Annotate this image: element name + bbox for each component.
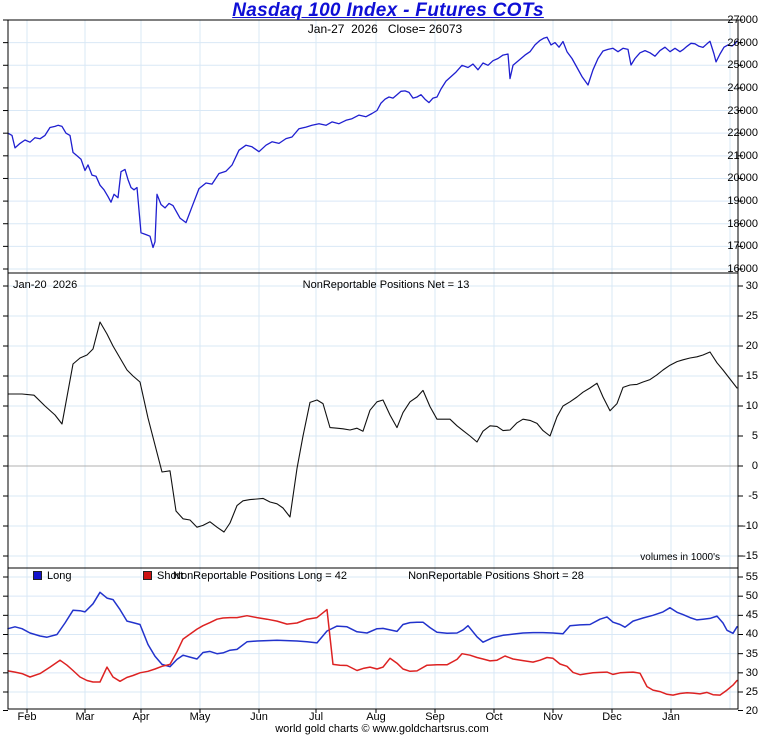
y-tick-label: 20000 [727,172,758,185]
month-label: Apr [132,711,150,723]
net-panel-header: NonReportable Positions Net = 13 [302,279,470,291]
page-title: Nasdaq 100 Index - Futures COTs [232,0,544,21]
legend-short-swatch [143,571,152,580]
y-tick-label: 30 [745,666,758,679]
plot-border [7,19,739,710]
y-tick-label: 20 [745,340,758,352]
longshort-series-long [7,591,738,668]
y-tick-label: 15 [745,370,758,382]
price-panel-header: Jan-27 2026 Close= 26073 [307,22,463,36]
month-label: Oct [485,711,503,723]
price-series-nasdaq-100-futures-price [7,36,738,249]
y-tick-label: 55 [745,571,758,583]
month-label: Jun [250,711,268,723]
month-label: May [189,711,211,723]
y-tick-label: -5 [748,490,758,502]
volumes-note: volumes in 1000's [640,552,720,563]
y-tick-label: 35 [745,647,758,660]
month-label: Mar [75,711,95,723]
net-panel-date: Jan-20 2026 [13,279,78,291]
y-tick-label: 30 [745,280,758,292]
y-tick-label: 23000 [727,104,758,117]
y-tick-label: 22000 [727,127,758,140]
y-tick-label: 24000 [727,81,758,94]
y-tick-label: 25 [745,685,758,698]
month-label: Aug [366,711,386,723]
short-panel-header: NonReportable Positions Short = 28 [408,570,584,582]
y-tick-label: -15 [742,550,758,562]
y-tick-label: -10 [742,520,758,532]
y-tick-label: 5 [751,430,758,442]
month-label: Feb [17,711,37,723]
y-tick-label: 18000 [727,217,758,230]
y-tick-label: 19000 [727,195,758,208]
month-label: Nov [543,711,563,723]
longshort-series-short [7,608,738,696]
y-tick-label: 25000 [727,59,758,72]
y-tick-label: 25 [745,310,758,322]
y-tick-label: 27000 [727,14,758,26]
y-tick-label: 16000 [727,263,758,275]
footer-credit: world gold charts © www.goldchartsrus.co… [275,723,489,735]
y-tick-label: 50 [745,590,758,603]
y-tick-label: 20 [745,705,758,717]
y-tick-label: 10 [745,400,758,412]
legend-long-swatch [33,571,42,580]
y-tick-label: 45 [745,609,758,622]
long-panel-header: NonReportable Positions Long = 42 [173,570,347,582]
y-tick-label: 17000 [727,240,758,253]
y-tick-label: 21000 [727,149,758,162]
y-tick-label: 40 [745,628,758,641]
month-label: Dec [602,711,622,723]
month-label: Jul [308,711,324,723]
legend-long-label: Long [47,570,72,582]
month-label: Sep [425,711,445,723]
y-tick-label: 26000 [727,36,758,49]
month-label: Jan [662,711,680,723]
net-series-nonreportable-net-positions [7,321,738,533]
legend-short-label: Short [157,570,184,582]
y-tick-label: 0 [751,460,758,472]
